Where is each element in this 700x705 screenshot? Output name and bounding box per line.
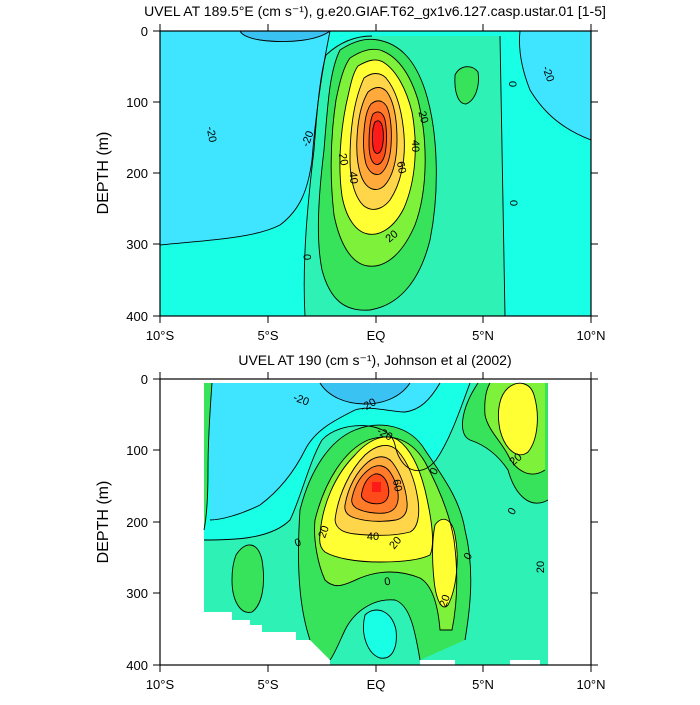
contour-label: 20 — [437, 593, 452, 609]
y-tick-label: 0 — [141, 372, 148, 387]
filled-contours-top: -20 -20 -20 0 0 0 20 20 20 40 40 60 — [160, 31, 591, 316]
x-tick-label: 5°S — [257, 677, 278, 692]
x-tick-label: 5°N — [472, 677, 494, 692]
y-tick-label: 400 — [126, 658, 148, 673]
contour-label: 20 — [316, 524, 331, 540]
y-axis-label-bottom: DEPTH (m) — [95, 481, 112, 564]
y-axis-label-top: DEPTH (m) — [95, 132, 112, 215]
x-tick-label: 10°N — [576, 328, 605, 343]
contour-label: 40 — [409, 140, 421, 152]
contour-label: 40 — [367, 531, 379, 543]
contour-label: 0 — [462, 551, 475, 562]
contour-lines-bottom — [203, 382, 549, 661]
x-tick-labels-bottom: 10°S 5°S EQ 5°N 10°N — [146, 677, 606, 692]
x-tick-label: EQ — [367, 328, 386, 343]
filled-contours-bottom: -20 -20 -20 0 0 0 0 0 20 20 20 20 20 40 … — [160, 379, 591, 665]
contour-label: 0 — [428, 466, 441, 477]
y-tick-label: 300 — [126, 237, 148, 252]
contour-label: 20 — [416, 110, 431, 125]
y-tick-label: 100 — [126, 95, 148, 110]
contour-label: 20 — [336, 152, 350, 166]
y-tick-label: 400 — [126, 309, 148, 324]
panel-bottom: UVEL AT 190 (cm s⁻¹), Johnson et al (200… — [95, 352, 606, 692]
region-30-east-bottom — [498, 383, 538, 455]
x-tick-label: 10°S — [146, 328, 175, 343]
x-tick-label: 10°N — [576, 677, 605, 692]
region-neg30-top — [240, 31, 330, 42]
y-tick-labels-top: 0 100 200 300 400 — [126, 24, 148, 324]
contour-label: -20 — [292, 392, 311, 409]
region-neg30-bottom — [320, 383, 410, 404]
chart-title-top: UVEL AT 189.5°E (cm s⁻¹), g.e20.GIAF.T62… — [144, 3, 606, 19]
y-tick-label: 300 — [126, 586, 148, 601]
contour-label: 0 — [507, 200, 519, 206]
region-neg10-deep-bottom — [363, 610, 397, 659]
x-tick-label: EQ — [367, 677, 386, 692]
y-tick-label: 0 — [141, 24, 148, 39]
ticks-bottom — [153, 372, 598, 672]
y-tick-label: 200 — [126, 515, 148, 530]
contour-labels-top: -20 -20 -20 0 0 0 20 20 20 40 40 60 — [204, 64, 557, 260]
contour-label: 0 — [293, 536, 303, 549]
region-neg20-east-top — [519, 31, 591, 140]
panel-top: UVEL AT 189.5°E (cm s⁻¹), g.e20.GIAF.T62… — [95, 3, 606, 343]
contour-label: 20 — [535, 561, 547, 573]
x-tick-labels-top: 10°S 5°S EQ 5°N 10°N — [146, 328, 606, 343]
contour-label: 0 — [383, 576, 391, 589]
x-tick-label: 5°S — [257, 328, 278, 343]
contour-lines-top — [160, 31, 591, 316]
contour-label: 0 — [506, 81, 518, 87]
region-10-patch-top — [454, 66, 479, 104]
y-tick-labels-bottom: 0 100 200 300 400 — [126, 372, 148, 673]
region-80-bottom — [372, 482, 381, 492]
contour-label: 60 — [394, 160, 408, 174]
contour-label: 0 — [302, 254, 314, 260]
contour-label: -20 — [204, 126, 219, 144]
x-tick-label: 5°N — [472, 328, 494, 343]
region-30-spur-bottom — [432, 519, 458, 608]
region-80-top — [372, 120, 384, 154]
region-neg20-west-top — [160, 31, 330, 245]
region-neg20-bottom — [210, 383, 440, 520]
contour-label: 60 — [390, 478, 404, 492]
chart-title-bottom: UVEL AT 190 (cm s⁻¹), Johnson et al (200… — [238, 352, 511, 368]
y-tick-label: 200 — [126, 166, 148, 181]
contour-label: 0 — [506, 506, 519, 517]
contour-label: -20 — [300, 129, 317, 148]
x-tick-label: 10°S — [146, 677, 175, 692]
contour-label: -20 — [539, 64, 556, 83]
y-tick-label: 100 — [126, 443, 148, 458]
ticks-top — [153, 24, 598, 323]
contour-label: 40 — [346, 171, 359, 184]
contour-labels-bottom: -20 -20 -20 0 0 0 0 0 20 20 20 20 20 40 … — [292, 392, 547, 609]
region-10-sw-bottom — [232, 544, 264, 613]
